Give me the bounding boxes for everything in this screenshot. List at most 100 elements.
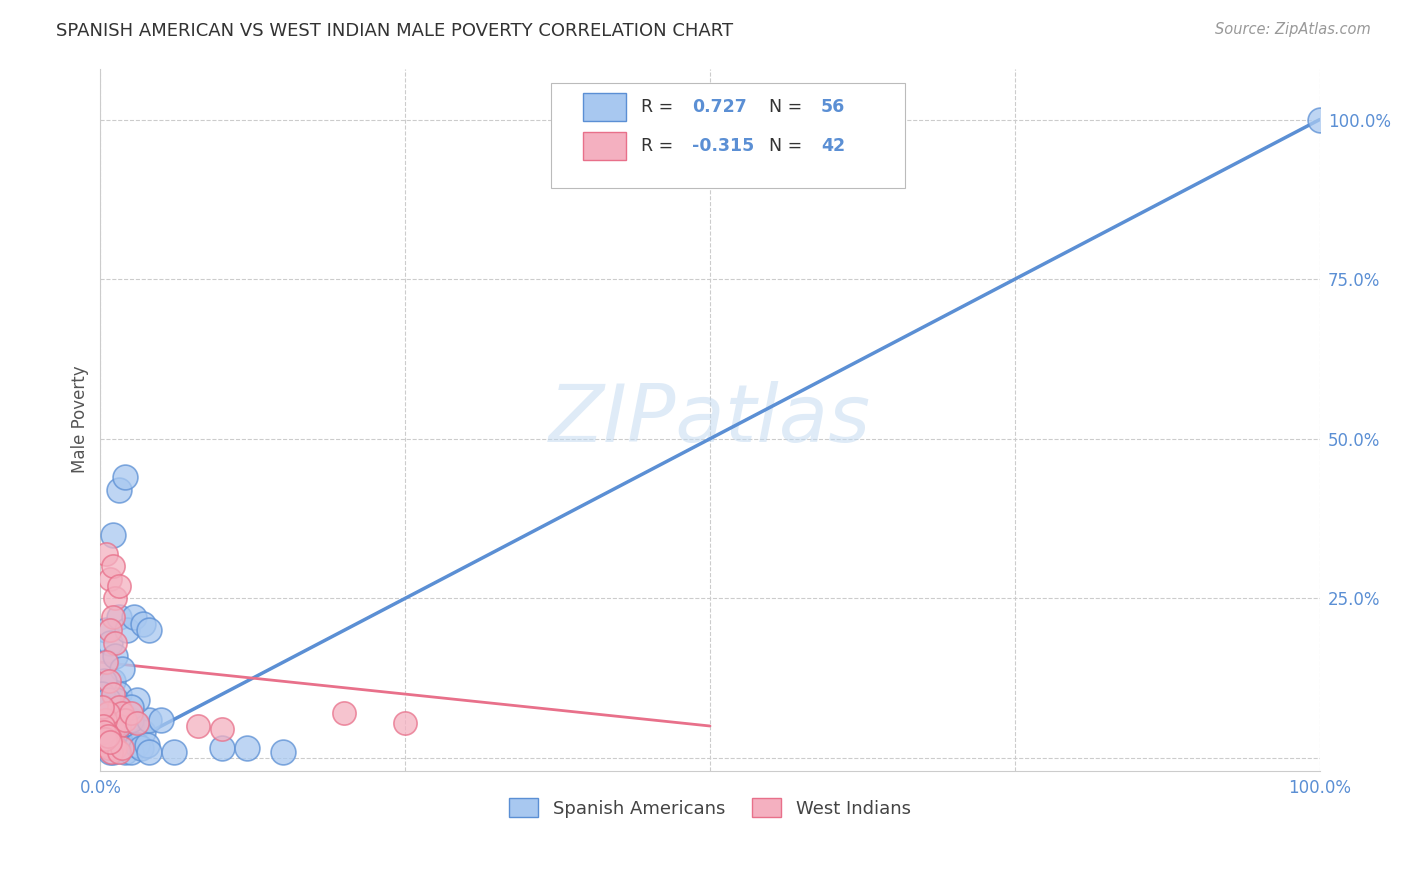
- Point: [107, 699, 129, 714]
- Point: [211, 722, 233, 736]
- Point: [98, 731, 121, 746]
- Text: ZIPatlas: ZIPatlas: [548, 381, 872, 458]
- Point: [107, 610, 129, 624]
- Point: [96, 547, 118, 561]
- Point: [114, 745, 136, 759]
- Point: [115, 624, 138, 638]
- Point: [98, 719, 121, 733]
- Bar: [583, 132, 626, 160]
- Point: [120, 699, 142, 714]
- Point: [120, 719, 142, 733]
- Point: [93, 674, 115, 689]
- Point: [104, 741, 127, 756]
- Point: [125, 738, 148, 752]
- Point: [111, 741, 134, 756]
- Point: [98, 624, 121, 638]
- Point: [93, 725, 115, 739]
- Point: [97, 674, 120, 689]
- Bar: [583, 93, 626, 121]
- Point: [97, 725, 120, 739]
- Point: [104, 648, 127, 663]
- Point: [150, 713, 173, 727]
- Point: [97, 729, 120, 743]
- Point: [107, 578, 129, 592]
- Point: [132, 616, 155, 631]
- Point: [97, 706, 120, 721]
- Point: [138, 713, 160, 727]
- Text: 0.727: 0.727: [692, 98, 747, 116]
- Point: [90, 687, 112, 701]
- Point: [107, 745, 129, 759]
- Point: [96, 725, 118, 739]
- Point: [107, 738, 129, 752]
- Point: [93, 738, 115, 752]
- Point: [98, 745, 121, 759]
- Point: [111, 741, 134, 756]
- Point: [107, 483, 129, 497]
- Point: [96, 738, 118, 752]
- Text: R =: R =: [641, 98, 672, 116]
- Point: [114, 470, 136, 484]
- Point: [98, 572, 121, 586]
- Legend: Spanish Americans, West Indians: Spanish Americans, West Indians: [502, 791, 918, 825]
- Point: [91, 719, 114, 733]
- Point: [117, 713, 139, 727]
- Y-axis label: Male Poverty: Male Poverty: [72, 366, 89, 474]
- Point: [97, 741, 120, 756]
- Point: [96, 713, 118, 727]
- Point: [120, 745, 142, 759]
- Text: SPANISH AMERICAN VS WEST INDIAN MALE POVERTY CORRELATION CHART: SPANISH AMERICAN VS WEST INDIAN MALE POV…: [56, 22, 734, 40]
- Point: [187, 719, 209, 733]
- Point: [97, 693, 120, 707]
- Point: [100, 745, 122, 759]
- Point: [394, 715, 416, 730]
- Point: [1309, 112, 1331, 127]
- Point: [132, 725, 155, 739]
- Point: [100, 731, 122, 746]
- Point: [104, 591, 127, 606]
- Text: N =: N =: [769, 136, 801, 154]
- Point: [211, 741, 233, 756]
- Point: [107, 687, 129, 701]
- Point: [114, 713, 136, 727]
- Point: [94, 719, 117, 733]
- Point: [120, 706, 142, 721]
- Point: [98, 636, 121, 650]
- Point: [271, 745, 294, 759]
- Point: [107, 719, 129, 733]
- Text: R =: R =: [641, 136, 672, 154]
- Point: [96, 713, 118, 727]
- Point: [98, 706, 121, 721]
- Point: [101, 699, 124, 714]
- Point: [101, 527, 124, 541]
- Point: [138, 745, 160, 759]
- Point: [91, 699, 114, 714]
- Point: [96, 655, 118, 669]
- Point: [111, 706, 134, 721]
- Point: [96, 624, 118, 638]
- Point: [162, 745, 184, 759]
- Point: [125, 693, 148, 707]
- Point: [104, 706, 127, 721]
- Point: [101, 674, 124, 689]
- Point: [125, 715, 148, 730]
- Text: Source: ZipAtlas.com: Source: ZipAtlas.com: [1215, 22, 1371, 37]
- Point: [111, 713, 134, 727]
- Point: [333, 706, 356, 721]
- Point: [96, 655, 118, 669]
- Point: [90, 699, 112, 714]
- Point: [94, 731, 117, 746]
- Point: [111, 706, 134, 721]
- Point: [111, 662, 134, 676]
- Point: [120, 713, 142, 727]
- Point: [138, 624, 160, 638]
- Point: [135, 738, 157, 752]
- Point: [94, 713, 117, 727]
- Point: [96, 735, 118, 749]
- Point: [104, 636, 127, 650]
- Text: N =: N =: [769, 98, 801, 116]
- Point: [235, 741, 257, 756]
- Point: [98, 699, 121, 714]
- Point: [105, 693, 128, 707]
- Point: [101, 687, 124, 701]
